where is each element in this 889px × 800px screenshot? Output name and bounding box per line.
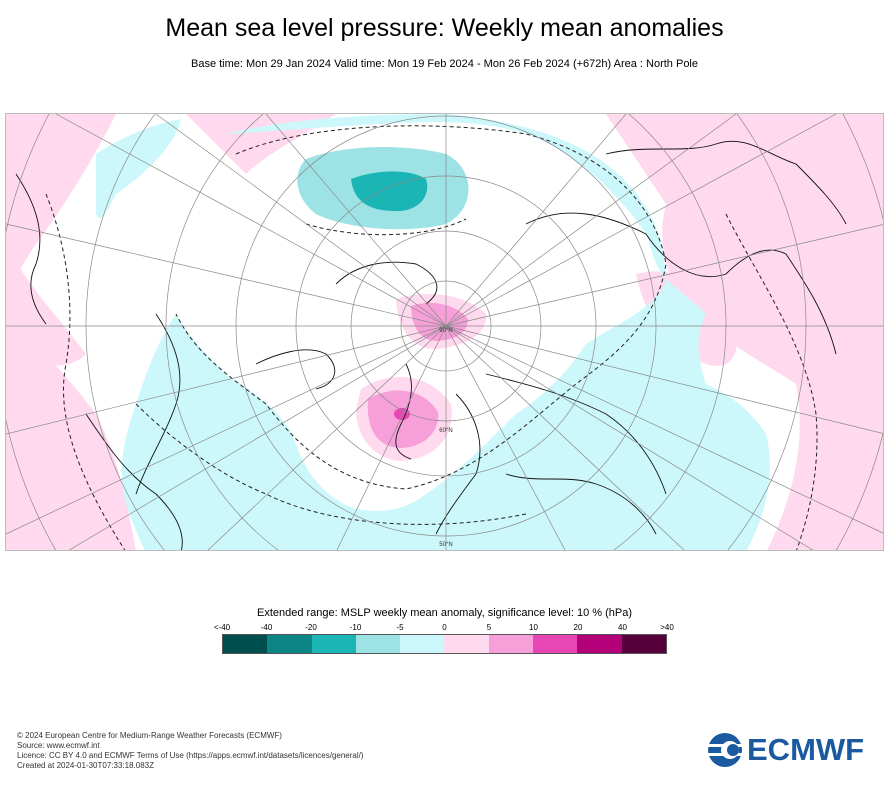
legend-swatch <box>533 635 578 653</box>
grid-label-50n: 50°N <box>439 542 452 548</box>
significance-contours <box>45 125 818 550</box>
legend-tick: 0 <box>442 623 447 632</box>
footer-licence: Licence: CC BY 4.0 and ECMWF Terms of Us… <box>17 751 364 760</box>
ecmwf-logo-text: ECMWF <box>747 732 865 767</box>
grid-label-60n: 60°N <box>439 428 452 434</box>
footer: © 2024 European Centre for Medium-Range … <box>17 731 364 771</box>
graticule <box>6 114 883 550</box>
coastlines <box>15 140 847 550</box>
legend-swatch <box>355 635 401 653</box>
legend-swatch <box>311 635 356 653</box>
legend-tick: 20 <box>573 623 583 632</box>
footer-source: Source: www.ecmwf.int <box>17 741 100 750</box>
legend-tick: -10 <box>349 623 362 632</box>
page-subtitle: Base time: Mon 29 Jan 2024 Valid time: M… <box>190 58 698 70</box>
legend-swatch <box>267 635 312 653</box>
legend-ticks: <-40 -40 -20 -10 -5 0 5 10 20 40 >40 <box>214 623 674 633</box>
footer-copyright: © 2024 European Centre for Medium-Range … <box>17 731 282 740</box>
legend-tick: >40 <box>660 623 674 632</box>
legend-swatch <box>223 635 268 653</box>
legend-swatch <box>488 635 534 653</box>
ecmwf-logo[interactable]: ECMWF <box>706 731 874 769</box>
footer-created: Created at 2024-01-30T07:33:18.083Z <box>17 761 154 770</box>
legend-swatch <box>621 635 666 653</box>
legend-tick: 10 <box>529 623 538 632</box>
legend-tick: 40 <box>618 623 627 632</box>
legend-tick: -20 <box>305 623 317 632</box>
page-title: Mean sea level pressure: Weekly mean ano… <box>165 14 724 42</box>
ecmwf-logo-icon <box>708 733 744 767</box>
map-canvas: 90°N 60°N 50°N <box>6 114 883 550</box>
legend-colorbar <box>222 634 667 654</box>
legend-tick: 5 <box>486 623 492 632</box>
polar-map[interactable]: 90°N 60°N 50°N <box>5 113 884 551</box>
legend-swatch <box>577 635 622 653</box>
legend-tick: <-40 <box>213 623 231 632</box>
legend-swatch <box>444 635 489 653</box>
legend-title: Extended range: MSLP weekly mean anomaly… <box>256 607 632 619</box>
legend-tick: -40 <box>260 623 273 632</box>
grid-label-pole: 90°N <box>439 328 452 334</box>
legend-tick: -5 <box>396 623 404 632</box>
legend-swatch <box>400 635 445 653</box>
